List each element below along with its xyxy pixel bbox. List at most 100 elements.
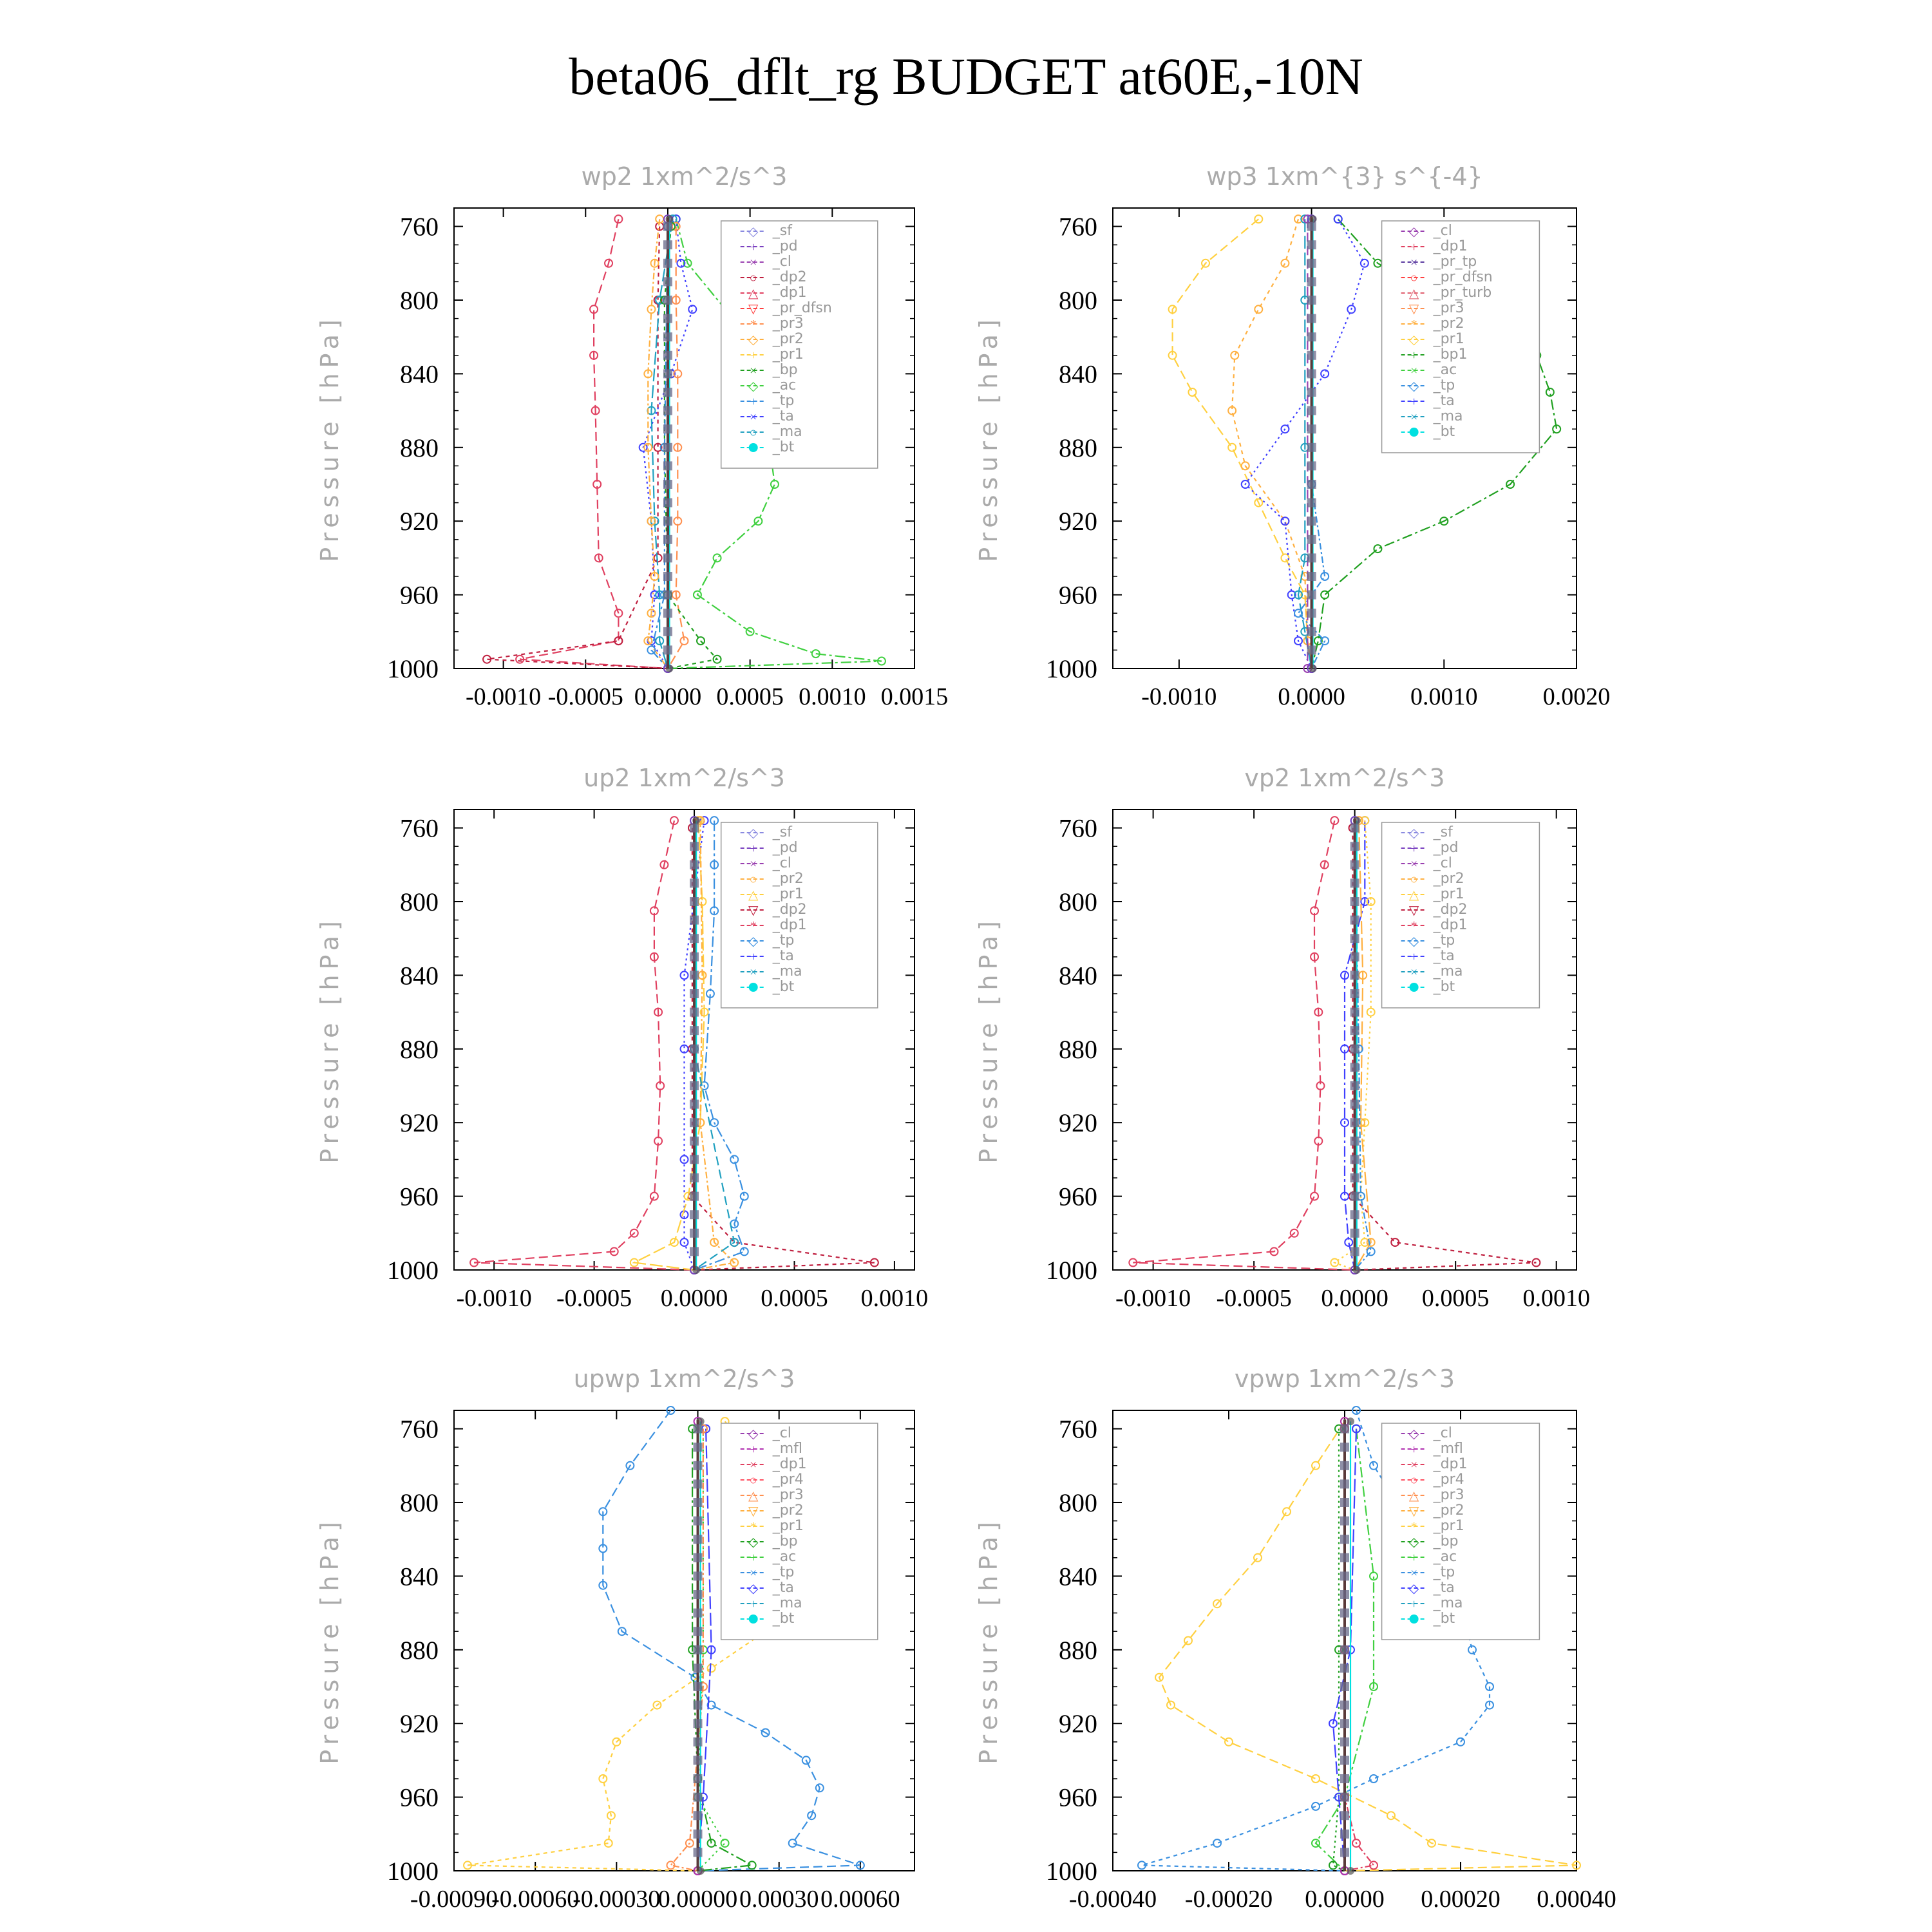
series-point <box>1369 1461 1378 1470</box>
zero-line-marker <box>663 350 672 360</box>
zero-line-marker <box>1340 1424 1349 1434</box>
x-tick-label: -0.00030 <box>573 1886 660 1913</box>
legend-marker: △ <box>1409 287 1419 301</box>
series-point <box>683 258 692 268</box>
legend-marker: ◇ <box>748 379 759 393</box>
y-axis-label: Pressure [hPa] <box>974 1517 1003 1765</box>
zero-line-marker <box>663 277 672 287</box>
legend-label: _ma <box>1433 963 1463 980</box>
zero-line-marker <box>1307 388 1316 397</box>
series-point <box>598 1580 608 1590</box>
zero-line-marker <box>1350 1007 1359 1017</box>
legend-marker: + <box>1410 348 1417 363</box>
legend-marker: ◇ <box>1409 1535 1419 1549</box>
series-line-pr1 <box>1171 218 1312 669</box>
series-point <box>1155 1672 1164 1682</box>
series-line-bp <box>663 226 719 670</box>
series-point <box>1369 1774 1378 1783</box>
series-point <box>1316 1081 1325 1090</box>
zero-line-marker <box>693 1700 703 1710</box>
legend-label: _ma <box>772 424 802 440</box>
legend-box <box>1381 220 1540 453</box>
y-tick-label: 920 <box>1059 1108 1097 1137</box>
series-point <box>679 1044 689 1054</box>
legend-marker: ◇ <box>1409 333 1419 347</box>
legend-marker: ◇ <box>1409 1582 1419 1596</box>
series-line-tp <box>602 1410 861 1872</box>
legend-marker: × <box>1410 857 1417 871</box>
y-axis-label: Pressure [hPa] <box>316 314 344 562</box>
zero-line-marker <box>690 952 699 961</box>
series-point <box>1184 1636 1193 1645</box>
zero-line-marker <box>663 442 672 452</box>
legend-marker: △ <box>748 287 759 301</box>
zero-line-marker <box>690 1191 699 1201</box>
plot-frame <box>1112 207 1577 669</box>
zero-line-marker <box>693 1479 703 1489</box>
zero-line-marker <box>663 406 672 415</box>
zero-line-marker <box>663 645 672 655</box>
legend-label: _ac <box>1433 1549 1457 1565</box>
legend-marker: + <box>750 1597 757 1611</box>
chart-panel-2: wp3 1xm^{3} s^{-4} Pressure [hPa] 760 800 84… <box>974 162 1610 710</box>
legend-marker: ◇ <box>748 1427 759 1441</box>
zero-line-marker <box>690 1173 699 1182</box>
zero-line-marker <box>693 1627 703 1636</box>
series-point <box>699 1007 709 1017</box>
series-point <box>469 1258 479 1267</box>
zero-line-marker <box>663 388 672 397</box>
zero-line-marker <box>693 1737 703 1747</box>
zero-line-marker <box>690 1136 699 1146</box>
legend-marker: △ <box>748 1489 759 1503</box>
series-point <box>679 636 689 646</box>
legend-marker: + <box>750 240 757 254</box>
zero-line-marker <box>690 915 699 925</box>
legend-label: _pr1 <box>1433 1518 1464 1534</box>
legend-label: _pr_dfsn <box>772 300 832 316</box>
zero-line-marker <box>1350 915 1359 925</box>
series-point <box>706 1700 716 1710</box>
zero-line-marker <box>693 1535 703 1544</box>
legend-label: _ma <box>772 963 802 980</box>
zero-line-marker <box>693 1498 703 1507</box>
series-point <box>515 654 525 664</box>
x-tick-label: -0.0005 <box>548 683 623 710</box>
x-tick-label: 0.0020 <box>1543 683 1611 710</box>
zero-line-marker <box>1307 406 1316 415</box>
series-point <box>1360 816 1370 826</box>
y-tick-label: 1000 <box>387 1857 439 1886</box>
legend-label: _sf <box>772 824 793 840</box>
y-tick-label: 960 <box>1059 581 1097 610</box>
series-point <box>1366 1007 1376 1017</box>
zero-line-marker <box>663 627 672 636</box>
series-point <box>1310 906 1320 916</box>
series-point <box>650 590 659 600</box>
series-point <box>1427 1839 1436 1848</box>
zero-line-marker <box>663 296 672 305</box>
legend-marker: + <box>1410 950 1417 964</box>
y-tick-label: 760 <box>1059 213 1097 242</box>
zero-line-marker <box>663 480 672 489</box>
legend-marker: + <box>750 395 757 409</box>
y-tick-label: 760 <box>1059 1415 1097 1444</box>
y-tick-label: 920 <box>400 507 439 536</box>
legend-label: _pr3 <box>772 1487 804 1503</box>
legend-marker <box>748 443 758 452</box>
x-tick-label: -0.0010 <box>1115 1285 1191 1312</box>
zero-line-marker <box>1350 878 1359 888</box>
x-tick-label: 0.0000 <box>1321 1285 1388 1312</box>
zero-line-marker <box>693 1443 703 1452</box>
zero-line-marker <box>1340 1535 1349 1544</box>
series-point <box>609 1247 619 1256</box>
series-point <box>1230 350 1240 360</box>
legend-label: _dp2 <box>1433 902 1468 918</box>
legend-label: _ta <box>1433 948 1455 964</box>
legend-label: _dp1 <box>772 285 807 301</box>
series-point <box>1352 1424 1361 1434</box>
series-point <box>652 1700 662 1710</box>
series-point <box>1227 406 1237 415</box>
series-line-ta <box>642 219 694 669</box>
series-point <box>1280 553 1290 563</box>
x-tick-label: 0.0000 <box>661 1285 728 1312</box>
y-tick-label: 760 <box>400 814 439 843</box>
